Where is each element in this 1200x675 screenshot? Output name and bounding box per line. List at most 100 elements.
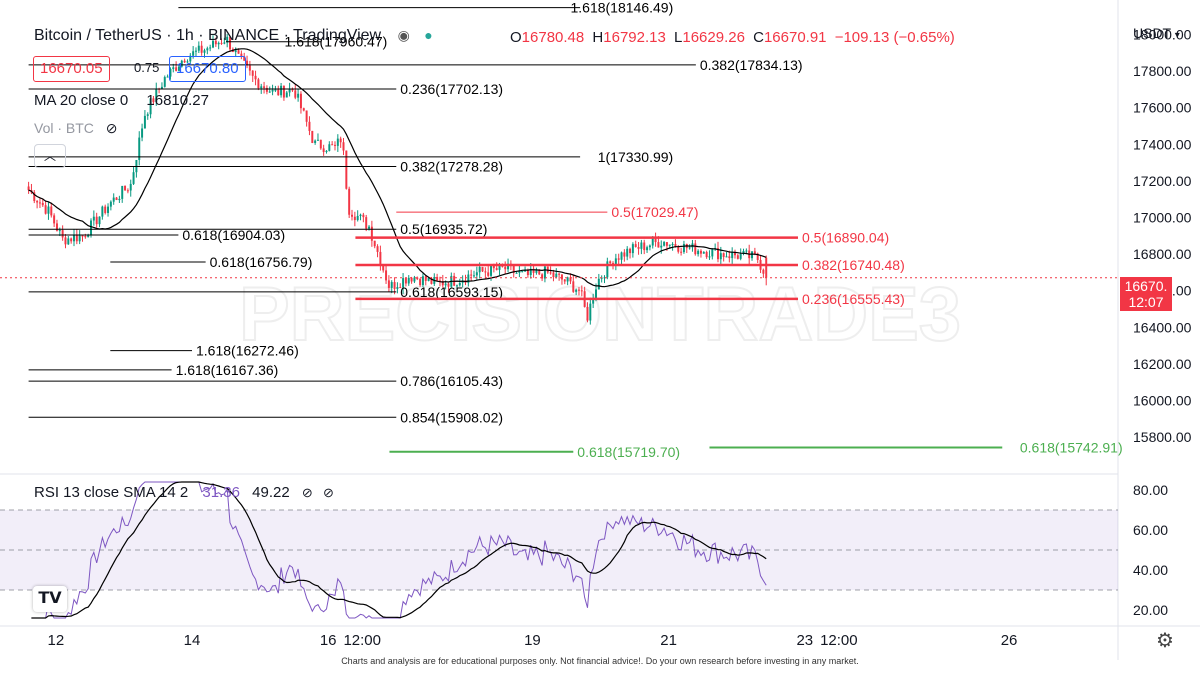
candle-body — [291, 89, 294, 91]
candle-body — [282, 85, 285, 98]
candle-body — [629, 248, 632, 254]
candle-body — [311, 130, 314, 143]
currency-selector[interactable]: USDT ▾ — [1133, 25, 1180, 41]
candle-body — [67, 238, 70, 245]
ohlc-low-key: L — [674, 29, 683, 46]
collapse-legend-button[interactable]: ︿ — [34, 144, 66, 168]
candle-body — [194, 50, 197, 52]
candle-body — [251, 70, 254, 76]
candle-body — [640, 242, 643, 249]
candle-body — [402, 278, 405, 288]
candle-body — [342, 142, 345, 151]
rsi-sma-line — [31, 481, 767, 619]
candle-body — [654, 238, 657, 243]
candle-body — [484, 271, 487, 273]
candle-body — [470, 274, 473, 276]
candle-body — [362, 214, 365, 218]
candle-body — [260, 86, 263, 89]
hidden-eye-icon[interactable]: ⊘ — [105, 120, 118, 136]
visibility-eye-icon[interactable]: ◉ — [397, 27, 410, 43]
candle-body — [160, 86, 163, 89]
candle-body — [541, 274, 544, 279]
candle-body — [716, 248, 719, 260]
time-tick-label: 19 — [524, 632, 541, 649]
candle-body — [753, 251, 756, 254]
candle-body — [118, 198, 121, 201]
candle-body — [680, 251, 683, 253]
candle-body — [575, 289, 578, 292]
volume-legend[interactable]: Vol · BTC ⊘ — [34, 120, 118, 137]
candle-body — [438, 280, 441, 282]
candle-body — [614, 258, 617, 266]
ohlc-close-value: 16670.91 — [763, 29, 827, 46]
candle-body — [552, 272, 555, 278]
candle-body — [64, 237, 67, 245]
candle-body — [651, 238, 654, 246]
market-status-dot-icon: ● — [424, 27, 433, 43]
candle-body — [697, 250, 700, 255]
candle-body — [631, 244, 634, 254]
gear-icon[interactable]: ⚙ — [1156, 630, 1174, 652]
candle-body — [648, 245, 651, 248]
candle-body — [532, 268, 535, 273]
fib-level-label: 1.618(17960.47) — [285, 34, 388, 50]
candle-body — [53, 215, 56, 224]
ohlc-high-key: H — [592, 29, 604, 46]
candle-body — [98, 216, 101, 225]
candle-body — [473, 275, 475, 277]
candle-body — [175, 67, 178, 71]
candle-body — [268, 91, 271, 93]
candle-body — [172, 67, 175, 69]
rsi-tick-label: 80.00 — [1133, 482, 1168, 498]
candle-body — [107, 206, 110, 213]
candle-body — [189, 55, 192, 62]
candle-body — [427, 277, 430, 281]
fib-level-label: 0.236(17702.13) — [400, 81, 503, 97]
candle-body — [55, 223, 58, 231]
candle-body — [390, 282, 393, 288]
symbol-title[interactable]: Bitcoin / TetherUS · 1h · BINANCE · Trad… — [34, 27, 433, 45]
fib-level-label: 0.618(15742.91) — [1020, 440, 1123, 456]
candle-body — [487, 272, 490, 276]
candle-body — [566, 277, 569, 282]
time-tick-label: 12:00 — [820, 632, 858, 649]
candle-body — [504, 266, 507, 270]
rsi-legend[interactable]: RSI 13 close SMA 14 2 31.36 49.22 ⊘ ⊘ — [34, 484, 334, 501]
candle-body — [297, 93, 300, 98]
candle-body — [597, 278, 600, 290]
candle-body — [27, 186, 30, 191]
tradingview-logo-icon[interactable]: 𝗧𝗩 — [33, 586, 67, 612]
candle-body — [549, 272, 552, 274]
candle-body — [33, 192, 36, 202]
chevron-up-icon: ︿ — [43, 149, 56, 163]
price-tick-label: 16400.00 — [1133, 319, 1192, 335]
candle-body — [467, 274, 470, 283]
candle-body — [336, 138, 339, 146]
spread-value: 0.75 — [134, 60, 160, 75]
candle-body — [515, 272, 518, 274]
candle-body — [702, 252, 705, 254]
candle-body — [592, 299, 595, 304]
sell-price-button[interactable]: 16670.05 — [33, 56, 110, 82]
candle-body — [543, 266, 546, 279]
na-icon: ⊘ — [301, 485, 313, 500]
candle-body — [705, 252, 708, 258]
candle-body — [719, 253, 722, 260]
candle-body — [606, 261, 609, 278]
buy-price-button[interactable]: 16670.80 — [169, 56, 246, 82]
rsi-tick-label: 40.00 — [1133, 562, 1168, 578]
candle-body — [197, 45, 200, 51]
candle-body — [751, 251, 754, 259]
candle-body — [663, 242, 666, 246]
candle-body — [280, 85, 283, 96]
candle-body — [302, 108, 305, 111]
candle-body — [348, 188, 351, 215]
candle-body — [393, 282, 396, 289]
time-tick-label: 12 — [47, 632, 64, 649]
candle-body — [214, 40, 217, 45]
candle-body — [657, 242, 660, 248]
candle-body — [356, 215, 359, 221]
ma-legend[interactable]: MA 20 close 0 16810.27 — [34, 92, 209, 109]
candle-body — [481, 266, 484, 272]
